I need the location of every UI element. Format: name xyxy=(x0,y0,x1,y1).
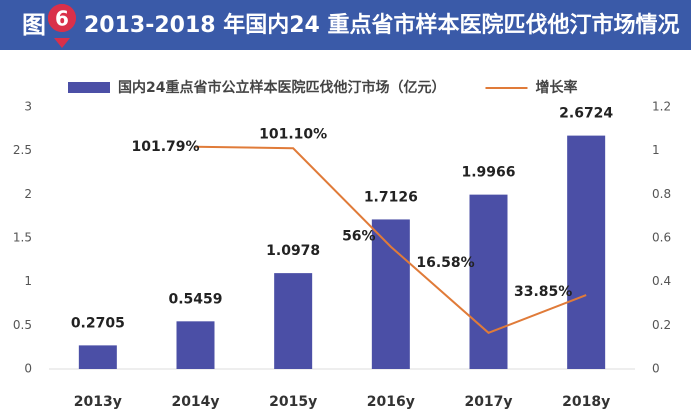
bar xyxy=(371,219,410,369)
y-tick-label: 2.5 xyxy=(13,143,32,157)
line-value-label: 56% xyxy=(342,229,376,245)
legend-label: 国内24重点省市公立样本医院匹伐他汀市场（亿元） xyxy=(118,79,445,96)
line-value-label: 101.79% xyxy=(131,139,199,155)
x-tick-label: 2017y xyxy=(464,394,512,410)
badge-number: 6 xyxy=(55,7,69,31)
bar xyxy=(176,321,215,369)
y-tick-label: 0.5 xyxy=(13,318,32,332)
y-tick-label: 1.5 xyxy=(13,231,32,245)
legend-swatch xyxy=(68,82,110,93)
x-tick-label: 2018y xyxy=(562,394,610,410)
value-label: 2.6724 xyxy=(559,106,613,122)
value-label: 1.9966 xyxy=(461,165,515,181)
y2-tick-label: 0.2 xyxy=(652,318,671,332)
bar xyxy=(78,345,117,369)
y-tick-label: 3 xyxy=(24,100,32,114)
x-tick-label: 2015y xyxy=(269,394,317,410)
title-bar xyxy=(0,0,691,50)
x-tick-label: 2016y xyxy=(367,394,415,410)
line-value-label: 16.58% xyxy=(416,255,474,271)
legend-label: 增长率 xyxy=(535,79,577,96)
y2-tick-label: 0.6 xyxy=(652,231,671,245)
value-label: 0.5459 xyxy=(168,291,222,307)
value-label: 1.0978 xyxy=(266,243,320,259)
bar xyxy=(274,273,313,369)
bar xyxy=(469,194,508,369)
badge-circle xyxy=(48,4,76,32)
y2-tick-label: 0.4 xyxy=(652,274,671,288)
value-label: 0.2705 xyxy=(71,315,125,331)
y2-tick-label: 0 xyxy=(652,362,660,376)
value-label: 1.7126 xyxy=(364,189,418,205)
y-tick-label: 2 xyxy=(24,187,32,201)
y2-tick-label: 1 xyxy=(652,143,660,157)
y-tick-label: 0 xyxy=(24,362,32,376)
bar xyxy=(567,135,606,369)
line-value-label: 33.85% xyxy=(514,284,572,300)
line xyxy=(195,145,587,334)
badge: 图 xyxy=(22,11,46,39)
y2-tick-label: 1.2 xyxy=(652,100,671,114)
chart-title: 2013-2018 年国内24 重点省市样本医院匹伐他汀市场情况 xyxy=(84,12,680,38)
x-tick-label: 2013y xyxy=(74,394,122,410)
y-tick-label: 1 xyxy=(24,274,32,288)
line-value-label: 101.10% xyxy=(259,126,327,142)
y2-tick-label: 0.8 xyxy=(652,187,671,201)
x-tick-label: 2014y xyxy=(171,394,219,410)
